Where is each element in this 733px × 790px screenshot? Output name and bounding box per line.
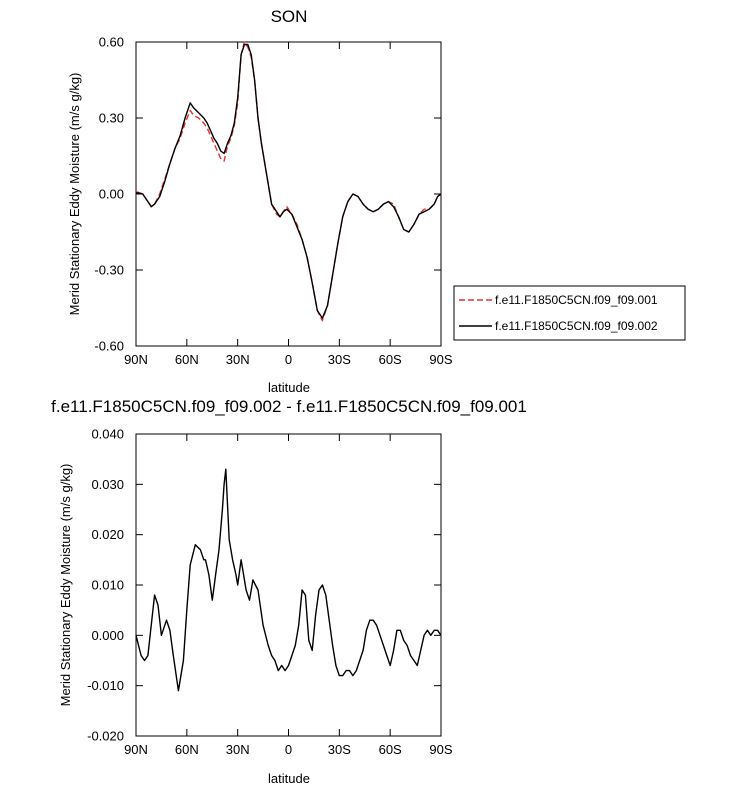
top-plot-frame	[135, 41, 442, 347]
top-plot-ylabel: Merid Stationary Eddy Moisture (m/s g/kg…	[67, 73, 82, 316]
x-tick-label: 90S	[429, 742, 452, 757]
x-tick-label: 30S	[328, 352, 351, 367]
bottom-plot: f.e11.F1850C5CN.f09_f09.002 - f.e11.F185…	[51, 397, 527, 786]
x-tick-label: 60N	[175, 742, 199, 757]
y-tick-label: -0.010	[87, 678, 124, 693]
top-plot-tick-labels: 90N 60N 30N 0 30S 60S 90S -0.60 -0.30 0.00 0.30 0.6…	[94, 35, 453, 368]
series-line-2	[135, 43, 442, 319]
x-tick-label: 30S	[328, 742, 351, 757]
y-tick-label: 0.030	[91, 477, 124, 492]
x-tick-label: 90N	[124, 742, 148, 757]
bottom-plot-title: f.e11.F1850C5CN.f09_f09.002 - f.e11.F185…	[51, 397, 527, 416]
legend-box	[453, 285, 686, 341]
x-tick-label: 0	[285, 742, 292, 757]
top-plot-xlabel: latitude	[268, 380, 310, 395]
x-tick-label: 60N	[175, 352, 199, 367]
y-tick-label: 0.000	[91, 628, 124, 643]
y-tick-label: 0.60	[99, 35, 124, 50]
y-tick-label: 0.30	[99, 111, 124, 126]
top-plot-title: SON	[271, 7, 308, 26]
bottom-plot-ticks	[135, 433, 442, 737]
legend-label-series-1: f.e11.F1850C5CN.f09_f09.001	[495, 293, 658, 307]
series-line-1	[135, 468, 442, 692]
y-tick-label: -0.30	[94, 263, 124, 278]
y-tick-label: 0.040	[91, 427, 124, 442]
top-plot-ticks	[135, 41, 442, 347]
bottom-plot-series	[135, 468, 442, 692]
series-line-1	[135, 41, 442, 322]
x-tick-label: 90N	[124, 352, 148, 367]
legend-label-series-2: f.e11.F1850C5CN.f09_f09.002	[495, 319, 658, 333]
y-tick-label: 0.020	[91, 527, 124, 542]
top-plot-series	[135, 41, 442, 322]
top-plot: SON 90N 60N 30N 0 30S 60S 90S -0.60 -0.30 0.00 0.3…	[67, 7, 453, 395]
y-tick-label: 0.010	[91, 578, 124, 593]
x-tick-label: 90S	[429, 352, 452, 367]
bottom-plot-ylabel: Merid Stationary Eddy Moisture (m/s g/kg…	[58, 464, 73, 707]
bottom-plot-frame	[135, 433, 442, 737]
bottom-plot-xlabel: latitude	[268, 771, 310, 786]
legend: f.e11.F1850C5CN.f09_f09.001 f.e11.F1850C…	[453, 285, 686, 341]
y-tick-label: -0.020	[87, 729, 124, 744]
x-tick-label: 0	[285, 352, 292, 367]
y-tick-label: 0.00	[99, 187, 124, 202]
bottom-plot-tick-labels: 90N 60N 30N 0 30S 60S 90S -0.020 -0.010 0.000 0.01…	[87, 427, 453, 758]
x-tick-label: 30N	[226, 352, 250, 367]
y-tick-label: -0.60	[94, 339, 124, 354]
x-tick-label: 60S	[379, 352, 402, 367]
x-tick-label: 60S	[379, 742, 402, 757]
x-tick-label: 30N	[226, 742, 250, 757]
